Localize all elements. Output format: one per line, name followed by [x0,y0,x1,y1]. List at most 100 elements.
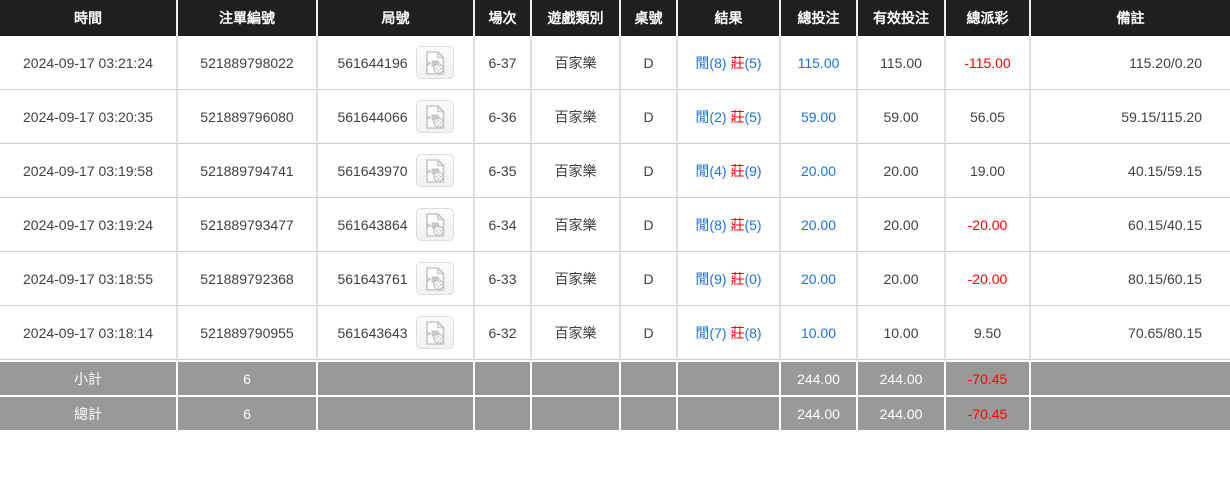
subtotal-payout-cell: -70.45 [946,360,1031,395]
column-header-result: 結果 [678,0,781,36]
payout-cell: 9.50 [946,306,1031,360]
table-no-cell: D [621,144,678,198]
game-type-cell: 百家樂 [532,36,621,90]
video-replay-button[interactable] [415,208,454,241]
video-replay-button[interactable] [415,154,454,187]
grand-total-session-cell [475,395,532,430]
time-cell: 2024-09-17 03:18:14 [0,306,178,360]
column-header-game-type: 遊戲類別 [532,0,621,36]
column-header-time: 時間 [0,0,178,36]
player-score: (4) [709,162,727,179]
grand-total-table-no-cell [621,395,678,430]
payout-cell: -20.00 [946,198,1031,252]
banker-score: (9) [744,162,762,179]
round-no-wrap: 561643970 [337,154,454,187]
grand-total-row: 總計 6 244.00 244.00 -70.45 [0,395,1230,430]
valid-bet-cell: 59.00 [858,90,946,144]
table-no-cell: D [621,306,678,360]
subtotal-remark-cell [1031,360,1230,395]
payout-cell: 19.00 [946,144,1031,198]
session-cell: 6-33 [475,252,532,306]
player-score: (8) [709,216,727,233]
round-no-wrap: 561643643 [337,316,454,349]
remark-cell: 59.15/115.20 [1031,90,1230,144]
grand-total-valid-bet-cell: 244.00 [858,395,946,430]
payout-cell: -20.00 [946,252,1031,306]
table-row: 2024-09-17 03:20:35 521889796080 561644066… [0,90,1230,144]
time-cell: 2024-09-17 03:21:24 [0,36,178,90]
table-no-cell: D [621,198,678,252]
valid-bet-cell: 20.00 [858,252,946,306]
subtotal-game-type-cell [532,360,621,395]
remark-cell: 40.15/59.15 [1031,144,1230,198]
session-cell: 6-37 [475,36,532,90]
result-cell: 閒(8) 莊(5) [678,198,781,252]
total-bet-cell: 20.00 [781,144,858,198]
round-number: 561643970 [337,162,408,179]
player-score: (9) [709,270,727,287]
video-replay-button[interactable] [415,100,454,133]
round-no-cell: 561643970 [318,144,475,198]
round-number: 561644196 [337,54,408,71]
player-result: 閒 [695,162,710,179]
video-replay-button[interactable] [415,262,454,295]
remark-cell: 80.15/60.15 [1031,252,1230,306]
subtotal-round-no-cell [318,360,475,395]
banker-result: 莊 [730,162,745,179]
video-replay-icon [425,158,444,183]
round-no-wrap: 561644066 [337,100,454,133]
bet-id-cell: 521889796080 [178,90,318,144]
round-no-cell: 561643761 [318,252,475,306]
video-replay-icon [425,50,444,75]
column-header-remark: 備註 [1031,0,1230,36]
bet-id-cell: 521889792368 [178,252,318,306]
game-type-cell: 百家樂 [532,252,621,306]
round-number: 561644066 [337,108,408,125]
player-score: (7) [709,324,727,341]
total-bet-cell: 59.00 [781,90,858,144]
remark-cell: 60.15/40.15 [1031,198,1230,252]
column-header-session: 場次 [475,0,532,36]
bet-id-cell: 521889794741 [178,144,318,198]
video-replay-icon [425,212,444,237]
time-cell: 2024-09-17 03:19:24 [0,198,178,252]
subtotal-row: 小計 6 244.00 244.00 -70.45 [0,360,1230,395]
grand-total-game-type-cell [532,395,621,430]
subtotal-valid-bet-cell: 244.00 [858,360,946,395]
column-header-valid-bet: 有效投注 [858,0,946,36]
player-score: (2) [709,108,727,125]
table-no-cell: D [621,90,678,144]
round-no-cell: 561643864 [318,198,475,252]
result-cell: 閒(8) 莊(5) [678,36,781,90]
video-replay-button[interactable] [415,46,454,79]
session-cell: 6-34 [475,198,532,252]
banker-result: 莊 [730,270,745,287]
column-header-round-no: 局號 [318,0,475,36]
banker-result: 莊 [730,54,745,71]
bet-history-table: 時間 注單編號 局號 場次 遊戲類別 桌號 結果 總投注 有效投注 總派彩 備註 2024-09-1… [0,0,1230,430]
total-bet-cell: 115.00 [781,36,858,90]
video-replay-button[interactable] [415,316,454,349]
payout-cell: -115.00 [946,36,1031,90]
grand-total-label-cell: 總計 [0,395,178,430]
grand-total-remark-cell [1031,395,1230,430]
valid-bet-cell: 115.00 [858,36,946,90]
column-header-total-bet: 總投注 [781,0,858,36]
video-replay-icon [425,104,444,129]
remark-cell: 115.20/0.20 [1031,36,1230,90]
result-cell: 閒(4) 莊(9) [678,144,781,198]
round-no-cell: 561644066 [318,90,475,144]
subtotal-session-cell [475,360,532,395]
bet-id-cell: 521889793477 [178,198,318,252]
column-header-table-no: 桌號 [621,0,678,36]
banker-result: 莊 [730,108,745,125]
bet-id-cell: 521889798022 [178,36,318,90]
round-number: 561643643 [337,324,408,341]
result-cell: 閒(9) 莊(0) [678,252,781,306]
column-header-bet-id: 注單編號 [178,0,318,36]
round-no-wrap: 561643761 [337,262,454,295]
bet-id-cell: 521889790955 [178,306,318,360]
total-bet-cell: 10.00 [781,306,858,360]
time-cell: 2024-09-17 03:19:58 [0,144,178,198]
valid-bet-cell: 20.00 [858,144,946,198]
